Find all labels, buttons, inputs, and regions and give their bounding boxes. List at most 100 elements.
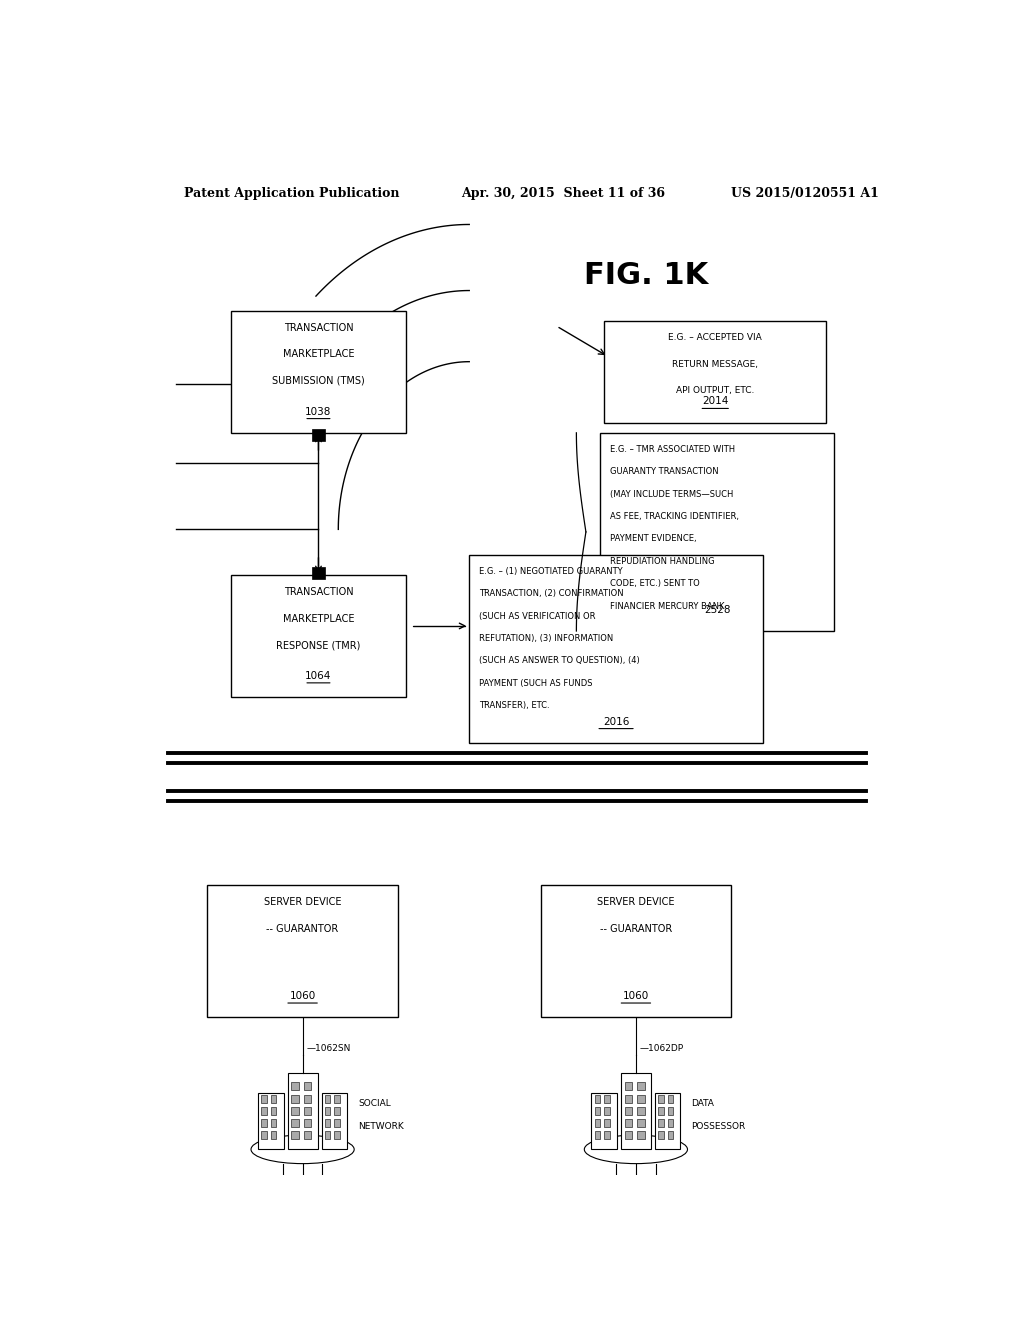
Bar [334, 1119, 340, 1127]
Text: API OUTPUT, ETC.: API OUTPUT, ETC. [676, 385, 755, 395]
Bar [655, 1093, 680, 1150]
Bar [658, 1119, 664, 1127]
Bar [668, 1106, 673, 1115]
Text: SUBMISSION (TMS): SUBMISSION (TMS) [272, 376, 365, 385]
Text: -- GUARANTOR: -- GUARANTOR [266, 924, 339, 933]
Bar [625, 1119, 632, 1127]
FancyBboxPatch shape [231, 576, 406, 697]
Text: Patent Application Publication: Patent Application Publication [183, 187, 399, 201]
Text: E.G. – (1) NEGOTIATED GUARANTY: E.G. – (1) NEGOTIATED GUARANTY [479, 568, 623, 576]
Text: (MAY INCLUDE TERMS—SUCH: (MAY INCLUDE TERMS—SUCH [609, 490, 733, 499]
Bar [595, 1119, 600, 1127]
Text: CODE, ETC.) SENT TO: CODE, ETC.) SENT TO [609, 579, 699, 589]
Text: SERVER DEVICE: SERVER DEVICE [597, 898, 675, 907]
Text: POSSESSOR: POSSESSOR [691, 1122, 745, 1131]
Text: GUARANTY TRANSACTION: GUARANTY TRANSACTION [609, 467, 719, 477]
Bar [270, 1106, 276, 1115]
Text: TRANSACTION: TRANSACTION [284, 323, 353, 333]
Text: DATA: DATA [691, 1098, 715, 1107]
Bar [621, 1073, 651, 1150]
Bar [334, 1106, 340, 1115]
Bar [292, 1131, 299, 1139]
Text: US 2015/0120551 A1: US 2015/0120551 A1 [731, 187, 879, 201]
Bar [638, 1131, 645, 1139]
Text: TRANSACTION: TRANSACTION [284, 587, 353, 598]
Bar [325, 1119, 331, 1127]
Bar [595, 1094, 600, 1102]
FancyBboxPatch shape [600, 433, 835, 631]
Bar [625, 1094, 632, 1102]
Text: 2016: 2016 [603, 717, 630, 726]
Bar [304, 1119, 311, 1127]
Bar [292, 1119, 299, 1127]
Text: (SUCH AS VERIFICATION OR: (SUCH AS VERIFICATION OR [479, 611, 595, 620]
Bar [270, 1131, 276, 1139]
Text: SOCIAL: SOCIAL [358, 1098, 391, 1107]
Text: MARKETPLACE: MARKETPLACE [283, 350, 354, 359]
Bar [325, 1131, 331, 1139]
Text: 2014: 2014 [702, 396, 728, 407]
Text: RETURN MESSAGE,: RETURN MESSAGE, [673, 359, 758, 368]
Text: MARKETPLACE: MARKETPLACE [283, 614, 354, 624]
Bar [592, 1093, 616, 1150]
Text: TRANSFER), ETC.: TRANSFER), ETC. [479, 701, 550, 710]
Bar [668, 1094, 673, 1102]
Text: 2528: 2528 [703, 605, 730, 615]
Bar [322, 1093, 347, 1150]
Text: FIG. 1K: FIG. 1K [585, 261, 709, 290]
Bar [668, 1119, 673, 1127]
Bar [334, 1131, 340, 1139]
Bar [288, 1073, 317, 1150]
Bar [625, 1082, 632, 1090]
Text: 1038: 1038 [305, 407, 332, 417]
Text: 1060: 1060 [623, 991, 649, 1001]
Bar [638, 1082, 645, 1090]
Bar [638, 1106, 645, 1115]
Text: E.G. – ACCEPTED VIA: E.G. – ACCEPTED VIA [669, 333, 762, 342]
Bar [304, 1094, 311, 1102]
FancyBboxPatch shape [207, 886, 397, 1018]
Text: TRANSACTION, (2) CONFIRMATION: TRANSACTION, (2) CONFIRMATION [479, 589, 624, 598]
Bar [638, 1094, 645, 1102]
Bar [292, 1106, 299, 1115]
Bar [595, 1106, 600, 1115]
Bar [658, 1131, 664, 1139]
Text: SERVER DEVICE: SERVER DEVICE [264, 898, 341, 907]
Bar [312, 568, 325, 579]
Text: (SUCH AS ANSWER TO QUESTION), (4): (SUCH AS ANSWER TO QUESTION), (4) [479, 656, 640, 665]
Bar [638, 1119, 645, 1127]
FancyBboxPatch shape [541, 886, 731, 1018]
Text: —1062DP: —1062DP [640, 1044, 684, 1053]
Bar [270, 1094, 276, 1102]
Text: E.G. – TMR ASSOCIATED WITH: E.G. – TMR ASSOCIATED WITH [609, 445, 735, 454]
Bar [325, 1106, 331, 1115]
Ellipse shape [251, 1135, 354, 1164]
Text: —1062SN: —1062SN [306, 1044, 351, 1053]
Text: PAYMENT (SUCH AS FUNDS: PAYMENT (SUCH AS FUNDS [479, 678, 592, 688]
Text: -- GUARANTOR: -- GUARANTOR [600, 924, 672, 933]
Bar [270, 1119, 276, 1127]
Text: REFUTATION), (3) INFORMATION: REFUTATION), (3) INFORMATION [479, 634, 613, 643]
Bar [625, 1106, 632, 1115]
Bar [292, 1082, 299, 1090]
Bar [258, 1093, 284, 1150]
Bar [604, 1131, 609, 1139]
Bar [604, 1106, 609, 1115]
Text: AS FEE, TRACKING IDENTIFIER,: AS FEE, TRACKING IDENTIFIER, [609, 512, 738, 521]
Text: 1064: 1064 [305, 671, 332, 681]
Bar [304, 1131, 311, 1139]
Bar [658, 1106, 664, 1115]
FancyBboxPatch shape [469, 554, 763, 743]
Bar [312, 429, 325, 441]
Bar [261, 1094, 267, 1102]
Bar [304, 1106, 311, 1115]
Text: NETWORK: NETWORK [358, 1122, 403, 1131]
Bar [625, 1131, 632, 1139]
Bar [325, 1094, 331, 1102]
Bar [604, 1094, 609, 1102]
Bar [261, 1119, 267, 1127]
Ellipse shape [585, 1135, 687, 1164]
Text: RESPONSE (TMR): RESPONSE (TMR) [276, 640, 360, 651]
FancyBboxPatch shape [604, 321, 826, 422]
Bar [334, 1094, 340, 1102]
